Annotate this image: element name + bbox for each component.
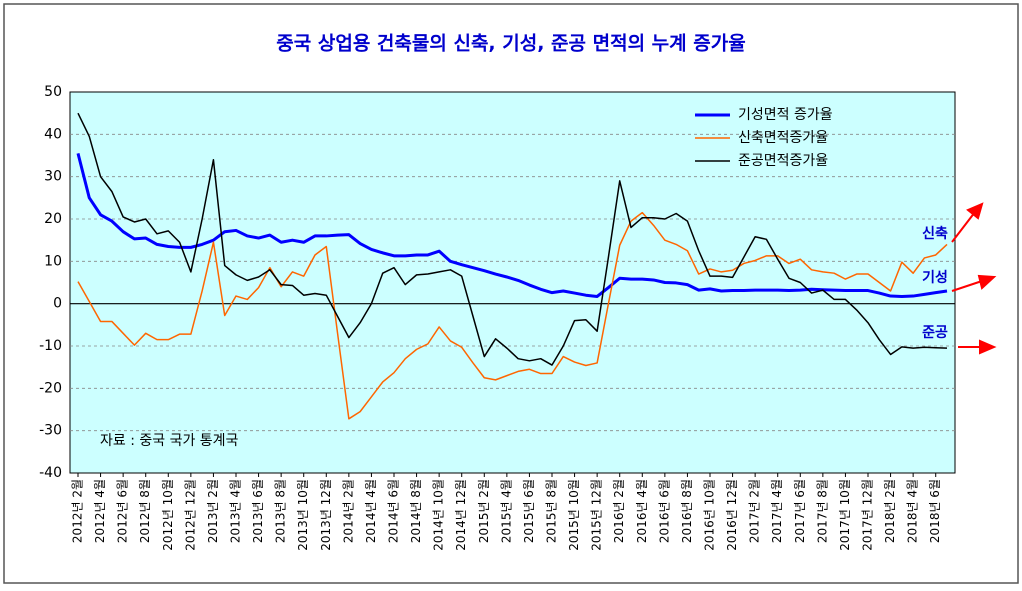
x-tick-label: 2016년 8월 <box>680 479 694 543</box>
x-tick-label: 2017년 8월 <box>815 479 829 543</box>
x-tick-label: 2013년 2월 <box>206 479 220 543</box>
x-tick-label: 2018년 2월 <box>883 479 897 543</box>
legend-label: 기성면적 증가율 <box>738 107 833 123</box>
x-tick-label: 2014년 10월 <box>432 479 446 551</box>
x-tick-label: 2014년 2월 <box>341 479 355 543</box>
x-tick-label: 2012년 6월 <box>116 479 130 543</box>
x-tick-label: 2015년 12월 <box>590 479 604 551</box>
x-tick-label: 2015년 6월 <box>522 479 536 543</box>
y-tick-label: -10 <box>39 338 62 354</box>
x-tick-label: 2016년 6월 <box>657 479 671 543</box>
y-tick-label: 10 <box>44 253 62 269</box>
x-tick-label: 2014년 8월 <box>409 479 423 543</box>
x-tick-label: 2017년 10월 <box>838 479 852 551</box>
x-tick-label: 2012년 4월 <box>93 479 107 543</box>
arrows <box>951 202 997 355</box>
y-tick-label: 40 <box>44 126 62 142</box>
source: 자료 : 중국 국가 통계국 <box>100 433 239 449</box>
x-tick-label: 2012년 8월 <box>138 479 152 543</box>
x-tick-label: 2012년 10월 <box>161 479 175 551</box>
x-tick-label: 2012년 2월 <box>71 479 85 543</box>
plot-area <box>69 91 956 474</box>
x-tick-label: 2016년 2월 <box>612 479 626 543</box>
annotation: 신축 <box>922 226 948 242</box>
x-tick-label: 2012년 12월 <box>183 479 197 551</box>
series-line <box>77 112 948 366</box>
x-tick-label: 2014년 4월 <box>364 479 378 543</box>
y-tick-label: 30 <box>44 169 62 185</box>
x-tick-label: 2016년 12월 <box>725 479 739 551</box>
x-tick-label: 2014년 12월 <box>454 479 468 551</box>
x-tick-label: 2013년 10월 <box>296 479 310 551</box>
x-tick-label: 2015년 4월 <box>499 479 513 543</box>
x-tick-label: 2013년 12월 <box>319 479 333 551</box>
x-tick-label: 2018년 6월 <box>928 479 942 543</box>
series-line <box>77 211 948 420</box>
x-tick-label: 2013년 4월 <box>229 479 243 543</box>
x-tick-label: 2018년 4월 <box>906 479 920 543</box>
x-tick-label: 2017년 4월 <box>770 479 784 543</box>
x-tick-label: 2015년 10월 <box>567 479 581 551</box>
x-tick-label: 2016년 10월 <box>703 479 717 551</box>
legend-label: 신축면적증가율 <box>738 130 828 146</box>
series-line <box>76 153 948 298</box>
y-tick-label: -40 <box>39 465 62 481</box>
x-tick-label: 2014년 6월 <box>387 479 401 543</box>
y-tick-label: -20 <box>39 380 62 396</box>
annotation: 준공 <box>922 325 948 341</box>
x-tick-label: 2017년 6월 <box>793 479 807 543</box>
x-tick-label: 2015년 8월 <box>545 479 559 543</box>
x-tick-label: 2013년 6월 <box>251 479 265 543</box>
y-tick-label: 20 <box>44 211 62 227</box>
x-tick-label: 2015년 2월 <box>477 479 491 543</box>
annotation: 기성 <box>922 270 948 286</box>
x-tick-label: 2016년 4월 <box>635 479 649 543</box>
x-tick-label: 2017년 2월 <box>748 479 762 543</box>
y-tick-label: 50 <box>44 84 62 100</box>
y-tick-label: -30 <box>39 423 62 439</box>
chart-title: 중국 상업용 건축물의 신축, 기성, 준공 면적의 누계 증가율 <box>276 33 745 55</box>
x-tick-label: 2013년 8월 <box>274 479 288 543</box>
legend-label: 준공면적증가율 <box>738 153 828 169</box>
y-tick-label: 0 <box>53 296 62 312</box>
x-tick-label: 2017년 12월 <box>861 479 875 551</box>
